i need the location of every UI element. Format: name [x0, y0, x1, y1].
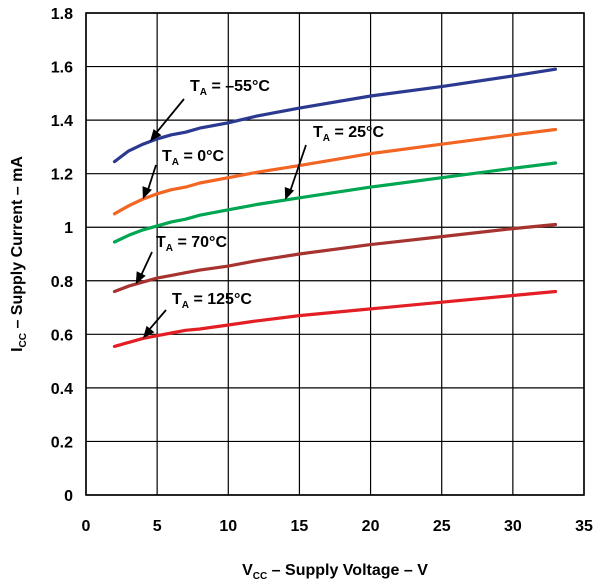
y-tick-label: 1 [64, 220, 73, 237]
series-line-4 [112, 289, 558, 348]
series-line-0 [112, 67, 558, 164]
annotation-rest: = 70°C [173, 234, 227, 251]
annotation-main: T [162, 148, 172, 165]
annotation-label: TA = 125°C [172, 291, 252, 311]
annotation-main: T [156, 234, 166, 251]
x-tick-label: 15 [291, 518, 309, 535]
annotation-arrowhead [142, 186, 152, 200]
y-tick-label: 1.8 [51, 6, 73, 23]
annotation-main: T [313, 124, 323, 141]
x-tick-label: 30 [504, 518, 522, 535]
y-tick-label: 0.6 [51, 327, 73, 344]
series-line-2 [112, 161, 558, 244]
y-tick-label: 0.4 [51, 381, 73, 398]
y-tick-label: 0.8 [51, 274, 73, 291]
annotation-label: TA = 70°C [156, 234, 227, 254]
series-layer [112, 67, 558, 348]
annotation-arrowhead [150, 129, 162, 142]
annotation-rest: = 0°C [179, 148, 225, 165]
y-tick-label: 1.4 [51, 113, 73, 130]
y-axis-title: ICC – Supply Current – mA [9, 156, 29, 352]
series-line-3 [112, 222, 558, 294]
x-tick-label: 25 [433, 518, 451, 535]
plot-frame [85, 12, 585, 496]
annotation-subscript: A [200, 87, 207, 98]
series-line-1 [112, 127, 558, 216]
x-axis-title-main: V [242, 562, 253, 579]
y-tick-label: 1.2 [51, 167, 73, 184]
y-axis-title-rest: – Supply Current – mA [9, 156, 26, 333]
y-tick-label: 0 [64, 488, 73, 505]
annotation-label: TA = 0°C [162, 148, 225, 168]
annotation-rest: = 125°C [189, 291, 252, 308]
y-axis-title-main: I [9, 347, 26, 351]
annotation-arrow-line [288, 144, 307, 195]
annotation-arrowhead [135, 271, 146, 285]
x-tick-label: 20 [362, 518, 380, 535]
grid-layer [85, 12, 585, 496]
annotation-arrow-line [146, 309, 167, 333]
annotation-label: TA = –55°C [190, 78, 270, 98]
annotation-arrowhead [142, 325, 155, 339]
annotation-label: TA = 25°C [313, 124, 384, 144]
y-tick-label: 0.2 [51, 434, 73, 451]
annotation-layer: TA = –55°CTA = 0°CTA = 25°CTA = 70°CTA =… [135, 78, 384, 339]
x-tick-label: 10 [219, 518, 237, 535]
x-axis-title: VCC – Supply Voltage – V [242, 562, 428, 581]
x-axis-title-rest: – Supply Voltage – V [267, 562, 428, 579]
annotation-main: T [190, 78, 200, 95]
annotation-rest: = –55°C [207, 78, 270, 95]
x-tick-label: 5 [153, 518, 162, 535]
x-axis-title-sub: CC [253, 571, 267, 581]
annotation-arrowhead [284, 187, 295, 200]
x-tick-label: 0 [82, 518, 91, 535]
y-axis-title-sub: CC [18, 333, 29, 347]
annotation-arrow-line [153, 98, 185, 137]
annotation-subscript: A [166, 243, 173, 254]
annotation-main: T [172, 291, 182, 308]
y-tick-label: 1.6 [51, 60, 73, 77]
x-tick-label: 35 [575, 518, 593, 535]
annotation-rest: = 25°C [330, 124, 384, 141]
tick-label-layer: 0 5 10 15 20 25 30 35 0 0.2 0.4 0.6 0.8 1 1.2 1.4 1.6 1.8 [51, 6, 593, 535]
annotation-subscript: A [323, 133, 330, 144]
annotation-subscript: A [172, 157, 179, 168]
annotation-subscript: A [182, 300, 189, 311]
